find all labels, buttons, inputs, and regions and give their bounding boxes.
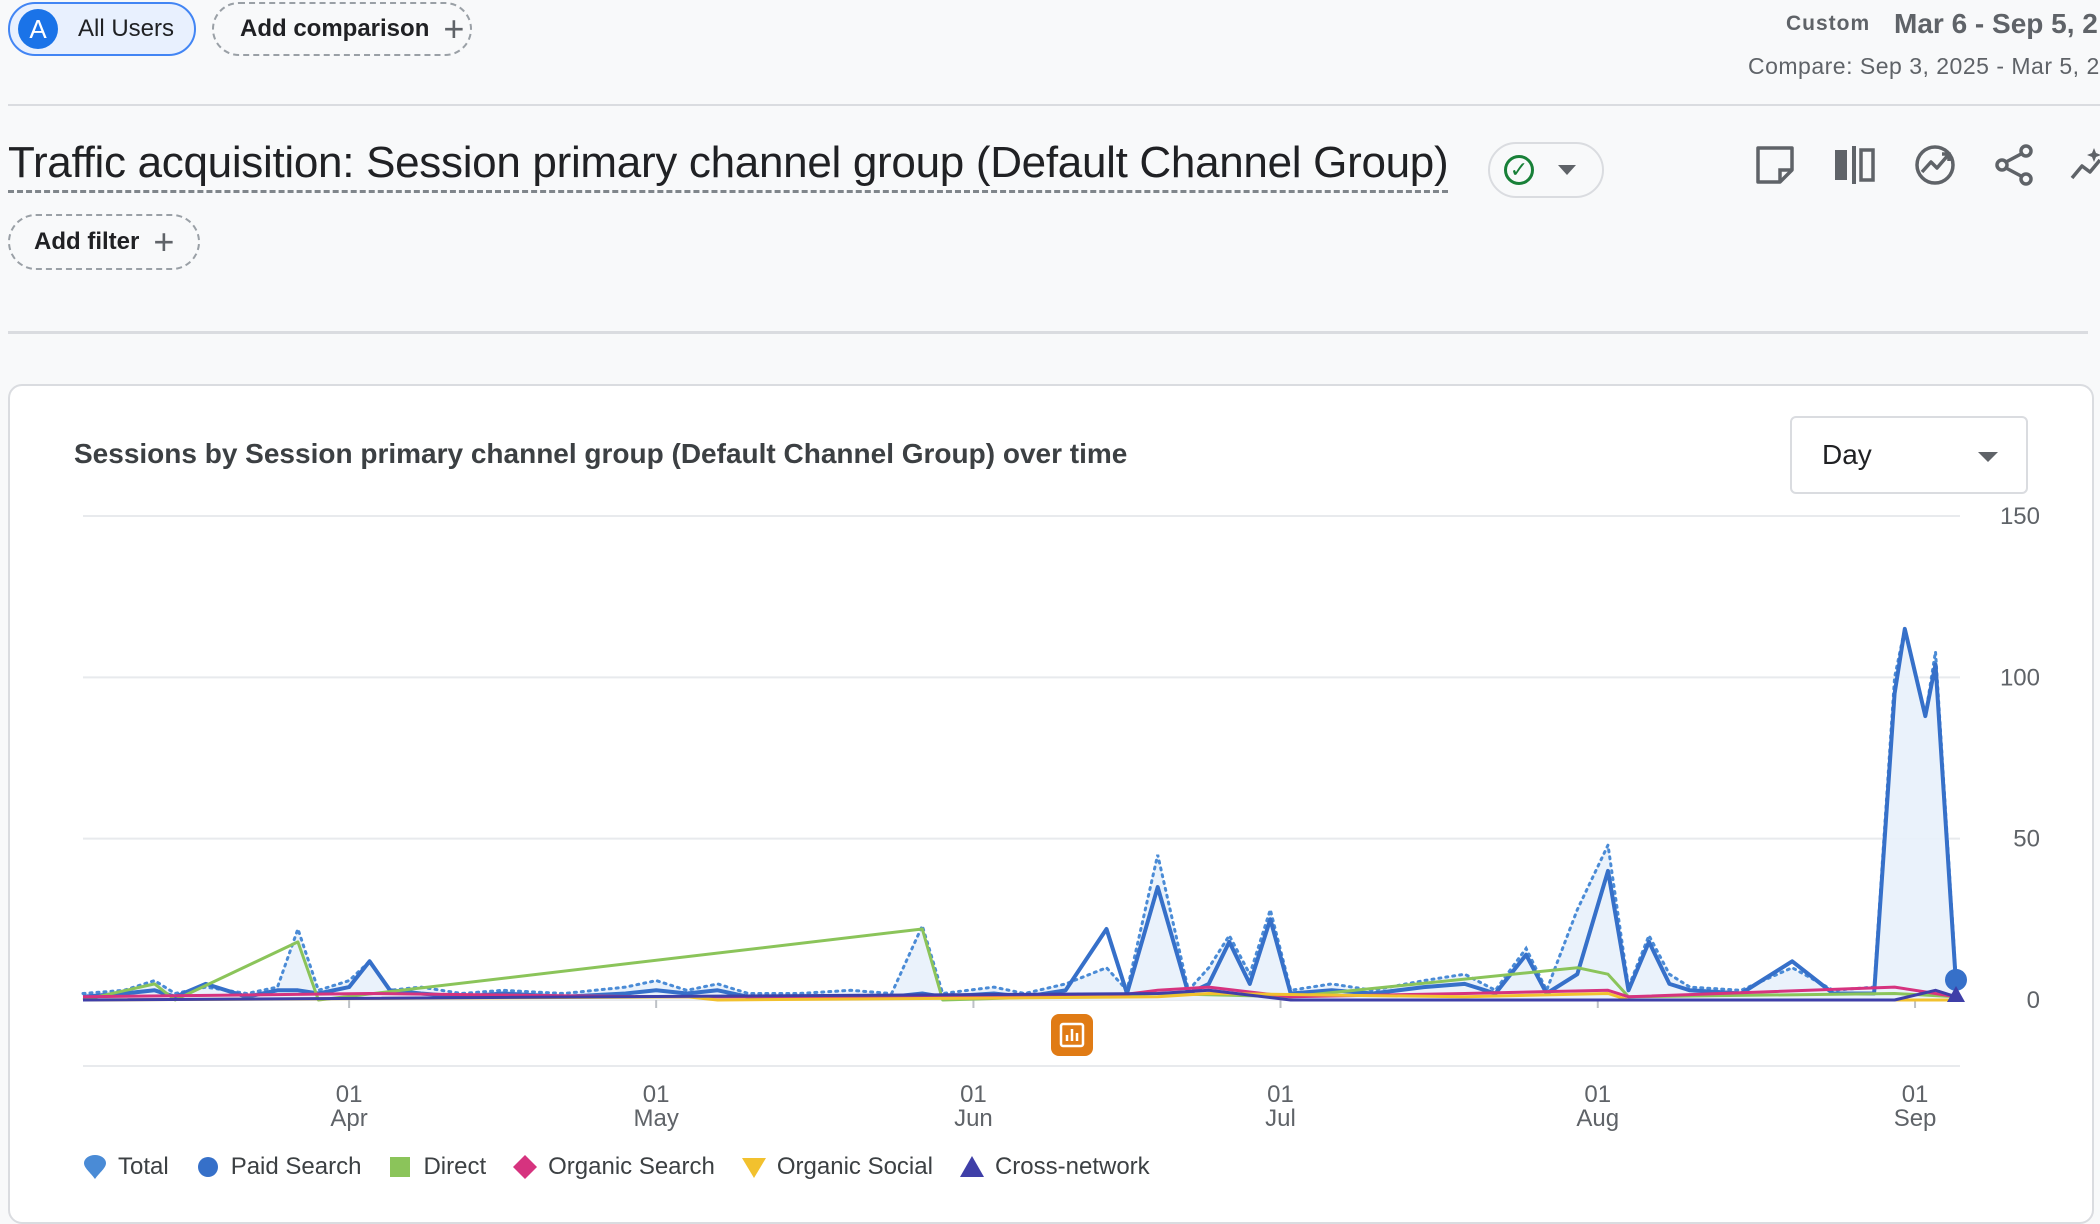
- legend-drop-icon: [80, 1152, 118, 1182]
- y-tick-label: 150: [2000, 503, 2040, 530]
- series-line-total: [81, 628, 1958, 996]
- header-divider: [8, 104, 2100, 106]
- x-tick-day: 01: [1267, 1081, 1294, 1108]
- y-tick-label: 50: [2013, 826, 2040, 853]
- x-tick-day: 01: [336, 1081, 363, 1108]
- series-line-organic-social: [82, 992, 1956, 1002]
- report-title[interactable]: Traffic acquisition: Session primary cha…: [8, 138, 1449, 193]
- chart-legend: Total Paid Search Direct Organic Search Orga…: [80, 1152, 1174, 1182]
- date-preset-label: Custom: [1786, 12, 1871, 35]
- legend-circle-icon: [193, 1152, 231, 1182]
- legend-label: Direct: [423, 1153, 487, 1180]
- x-tick-month: Aug: [1576, 1105, 1619, 1132]
- legend-label: Total: [118, 1153, 169, 1180]
- x-tick-month: Apr: [330, 1105, 367, 1132]
- annotation-marker-icon[interactable]: [1051, 1014, 1093, 1056]
- caret-down-icon: [1978, 452, 1998, 462]
- x-tick-day: 01: [1584, 1081, 1611, 1108]
- legend-item[interactable]: Organic Social: [739, 1152, 933, 1182]
- legend-diamond-icon: [510, 1152, 548, 1182]
- y-tick-label: 100: [2000, 664, 2040, 691]
- total-area: [83, 628, 1956, 1000]
- chart-title: Sessions by Session primary channel grou…: [74, 438, 1128, 469]
- series-line-paid-search: [82, 626, 1958, 999]
- x-tick-month: Sep: [1894, 1105, 1937, 1132]
- series-end-marker: [1945, 968, 1967, 991]
- add-comparison-label: Add comparison: [240, 15, 430, 42]
- legend-label: Paid Search: [230, 1153, 362, 1180]
- add-comparison-button[interactable]: Add comparison +: [212, 2, 472, 56]
- granularity-select[interactable]: Day: [1790, 416, 2028, 494]
- legend-item[interactable]: Total: [80, 1152, 169, 1182]
- legend-item[interactable]: Direct: [385, 1152, 486, 1182]
- caret-down-icon: [1558, 165, 1576, 175]
- user-segment-label: All Users: [78, 15, 175, 42]
- legend-item[interactable]: Organic Search: [510, 1152, 715, 1182]
- report-status-dropdown[interactable]: ✓: [1488, 142, 1604, 198]
- chart-card: Sessions by Session primary channel grou…: [8, 384, 2094, 1224]
- granularity-value: Day: [1822, 439, 1872, 470]
- insights-trend-icon[interactable]: [1910, 140, 1960, 190]
- filter-divider: [8, 331, 2088, 334]
- x-tick-day: 01: [643, 1081, 670, 1108]
- legend-item[interactable]: Paid Search: [193, 1152, 362, 1182]
- plus-icon: +: [443, 8, 465, 49]
- plus-icon: +: [153, 221, 175, 262]
- legend-label: Cross-network: [994, 1153, 1150, 1180]
- check-circle-icon: ✓: [1504, 155, 1534, 185]
- add-filter-button[interactable]: Add filter +: [8, 214, 200, 270]
- x-tick-day: 01: [1902, 1081, 1929, 1108]
- note-icon[interactable]: [1750, 140, 1800, 190]
- segment-avatar: A: [18, 9, 58, 49]
- legend-label: Organic Search: [548, 1153, 715, 1180]
- legend-tri-down-icon: [739, 1152, 777, 1182]
- compare-date-range: Compare: Sep 3, 2025 - Mar 5, 2: [1748, 53, 2100, 79]
- x-tick-day: 01: [960, 1081, 987, 1108]
- legend-square-icon: [385, 1152, 423, 1182]
- share-icon[interactable]: [1990, 140, 2040, 190]
- series-line-cross-network: [82, 988, 1957, 1002]
- date-range-picker[interactable]: Mar 6 - Sep 5, 2: [1894, 8, 2098, 39]
- legend-label: Organic Social: [776, 1153, 933, 1180]
- add-filter-label: Add filter: [34, 228, 140, 255]
- legend-tri-up-icon: [957, 1152, 995, 1182]
- user-segment-chip[interactable]: A All Users: [8, 2, 196, 56]
- compare-columns-icon[interactable]: [1830, 140, 1880, 190]
- x-tick-month: May: [633, 1105, 678, 1132]
- legend-item[interactable]: Cross-network: [957, 1152, 1150, 1182]
- series-end-marker: [1947, 986, 1965, 1002]
- explore-sparkle-icon[interactable]: [2068, 140, 2100, 190]
- x-tick-month: Jun: [954, 1105, 993, 1132]
- y-tick-label: 0: [2027, 987, 2040, 1014]
- x-tick-month: Jul: [1265, 1105, 1296, 1132]
